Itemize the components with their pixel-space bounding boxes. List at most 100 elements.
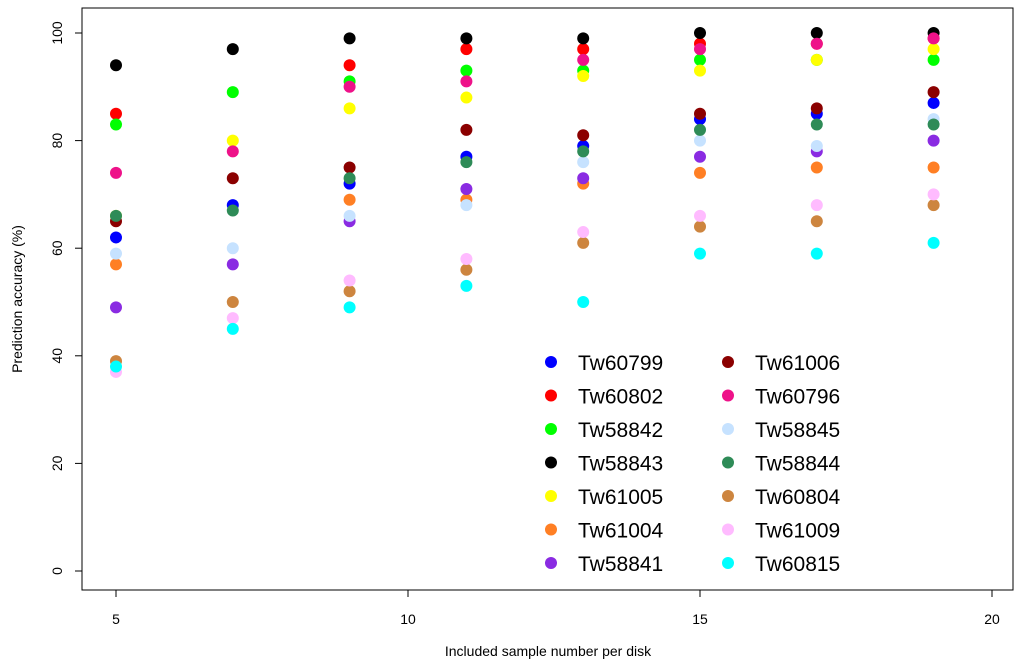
data-point-tw58843	[226, 43, 239, 56]
y-axis-title: Prediction accuracy (%)	[9, 225, 25, 373]
data-point-tw61009	[343, 274, 356, 287]
data-point-tw58844	[927, 118, 940, 131]
data-point-tw61006	[927, 86, 940, 99]
data-point-tw61009	[810, 199, 823, 212]
data-point-tw61006	[810, 102, 823, 115]
data-point-tw60815	[694, 247, 706, 260]
data-point-tw58844	[343, 172, 356, 185]
data-point-tw60815	[460, 279, 473, 292]
data-point-tw60796	[810, 37, 823, 50]
data-point-tw61005	[343, 102, 356, 115]
data-point-tw61004	[810, 161, 823, 174]
legend-label: Tw60804	[755, 486, 841, 509]
legend: Tw60799 Tw60802 Tw58842 Tw58843 Tw61005 Tw610…	[545, 352, 841, 576]
legend-marker	[722, 423, 734, 435]
y-tick-label: 40	[49, 348, 65, 364]
data-point-tw58845	[460, 199, 473, 212]
data-point-tw58845	[810, 139, 823, 152]
y-tick-label: 0	[49, 567, 65, 575]
data-point-tw58841	[694, 150, 706, 163]
data-point-tw58841	[927, 134, 940, 147]
data-point-tw60796	[927, 32, 940, 45]
data-point-tw60804	[343, 285, 356, 298]
legend-label: Tw61006	[755, 352, 840, 375]
data-point-tw60802	[110, 107, 122, 120]
data-point-tw61005	[577, 70, 590, 83]
data-point-tw60804	[694, 220, 706, 233]
data-point-tw58845	[577, 156, 590, 169]
data-point-tw61004	[694, 166, 706, 179]
data-point-tw61006	[226, 172, 239, 185]
x-axis-title: Included sample number per disk	[445, 643, 652, 659]
data-point-tw58842	[694, 53, 706, 66]
y-axis: 0 20 40 60 80 100	[49, 21, 83, 575]
data-point-tw60815	[226, 322, 239, 335]
data-point-tw58842	[226, 86, 239, 99]
data-points	[110, 27, 940, 378]
data-point-tw61006	[460, 123, 473, 136]
data-point-tw61005	[810, 53, 823, 66]
legend-label: Tw60815	[755, 553, 840, 576]
data-point-tw58845	[694, 134, 706, 147]
x-tick-label: 15	[692, 611, 708, 627]
data-point-tw58841	[226, 258, 239, 271]
data-point-tw58843	[110, 59, 122, 72]
data-point-tw60799	[110, 231, 122, 244]
x-tick-label: 20	[984, 611, 1000, 627]
legend-marker	[545, 490, 557, 502]
legend-label: Tw60796	[755, 386, 840, 409]
y-tick-label: 80	[49, 133, 65, 149]
legend-label: Tw60802	[578, 386, 663, 409]
data-point-tw60802	[460, 43, 473, 56]
data-point-tw58844	[577, 145, 590, 158]
legend-marker	[545, 557, 557, 569]
data-point-tw61006	[694, 107, 706, 120]
legend-marker	[722, 456, 734, 469]
legend-marker	[722, 356, 734, 368]
data-point-tw61009	[460, 252, 473, 265]
data-point-tw58843	[577, 32, 590, 45]
data-point-tw61004	[110, 258, 122, 271]
data-point-tw61005	[927, 43, 940, 56]
legend-marker	[545, 456, 557, 469]
data-point-tw60815	[110, 360, 122, 373]
x-tick-label: 5	[112, 611, 120, 627]
data-point-tw58842	[927, 53, 940, 66]
data-point-tw60804	[460, 263, 473, 276]
x-axis: 5 10 15 20	[112, 589, 1000, 627]
data-point-tw61009	[927, 188, 940, 201]
data-point-tw58844	[110, 209, 122, 222]
data-point-tw58843	[343, 32, 356, 45]
data-point-tw60796	[694, 43, 706, 56]
legend-marker	[722, 523, 734, 536]
data-point-tw58845	[110, 247, 122, 260]
data-point-tw58844	[226, 204, 239, 217]
legend-label: Tw60799	[578, 352, 663, 375]
data-point-tw58845	[226, 242, 239, 255]
data-point-tw58844	[810, 118, 823, 131]
data-point-tw61005	[694, 64, 706, 77]
data-point-tw60815	[577, 296, 590, 308]
y-tick-label: 60	[49, 240, 65, 256]
data-point-tw60815	[927, 236, 940, 249]
legend-marker	[545, 523, 557, 536]
data-point-tw60796	[343, 80, 356, 93]
data-point-tw60796	[226, 145, 239, 158]
legend-label: Tw61009	[755, 520, 840, 543]
legend-marker	[545, 389, 557, 402]
plot-area-frame	[81, 7, 1014, 591]
data-point-tw58844	[460, 156, 473, 169]
legend-label: Tw58845	[755, 419, 840, 442]
legend-marker	[722, 557, 734, 569]
data-point-tw58842	[110, 118, 122, 131]
data-point-tw60804	[810, 215, 823, 228]
data-point-tw58841	[110, 301, 122, 314]
legend-marker	[545, 356, 557, 368]
data-point-tw60804	[577, 236, 590, 249]
data-point-tw61009	[577, 226, 590, 239]
data-point-tw58843	[460, 32, 473, 45]
legend-marker	[545, 423, 557, 435]
data-point-tw60796	[110, 166, 122, 179]
data-point-tw61005	[460, 91, 473, 104]
